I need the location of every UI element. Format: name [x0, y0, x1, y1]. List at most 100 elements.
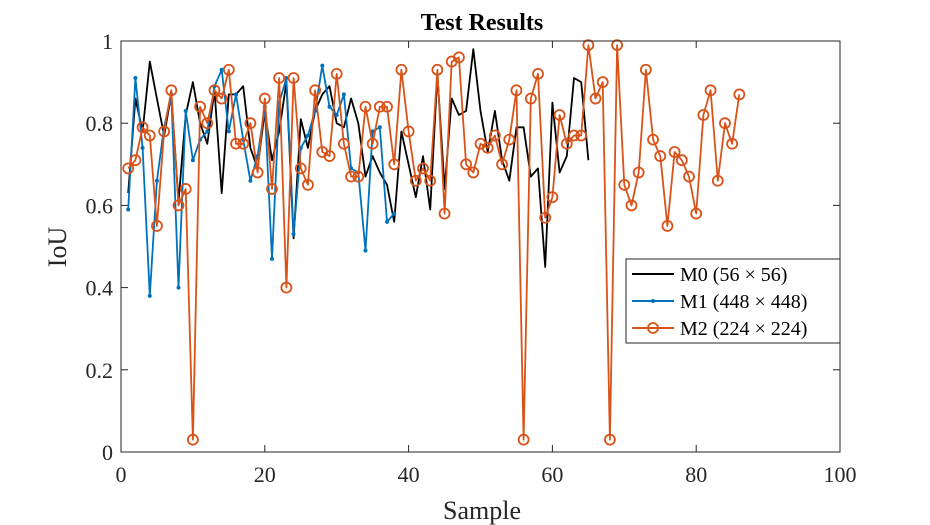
x-tick-label: 20: [254, 462, 276, 487]
data-point: [632, 166, 645, 179]
x-axis-label: Sample: [443, 496, 521, 525]
data-point: [373, 100, 386, 113]
data-point: [417, 162, 429, 175]
legend-marker-m2: [647, 322, 659, 334]
data-point: [269, 256, 274, 261]
legend: M0 (56 × 56) M1 (448 × 448) M2 (224 × 22…: [625, 258, 841, 344]
data-point: [143, 129, 156, 142]
data-point: [309, 84, 322, 97]
data-point: [140, 145, 145, 150]
legend-label-m0: M0 (56 × 56): [680, 264, 787, 286]
data-point: [280, 281, 293, 294]
data-point: [126, 207, 131, 212]
chart-title: Test Results: [421, 10, 543, 36]
data-point: [625, 199, 638, 212]
x-tick-label: 80: [685, 462, 707, 487]
data-point: [176, 285, 181, 290]
data-point: [341, 92, 346, 97]
data-point: [226, 129, 231, 134]
data-point: [719, 117, 731, 130]
data-point: [154, 178, 159, 183]
data-point: [392, 211, 397, 216]
data-point: [194, 100, 206, 113]
y-axis-label: IoU: [43, 227, 72, 268]
x-tick-label: 60: [541, 462, 563, 487]
data-point: [524, 92, 537, 105]
data-point: [726, 137, 739, 150]
axes-box: [120, 40, 841, 453]
data-point: [147, 293, 152, 298]
data-point: [481, 141, 494, 154]
data-point: [596, 76, 609, 88]
data-point: [467, 166, 480, 179]
data-point: [190, 158, 195, 163]
data-point: [359, 100, 372, 113]
y-tick-label: 0: [102, 440, 113, 465]
data-point: [291, 232, 296, 237]
data-point: [237, 137, 250, 150]
data-point: [532, 67, 544, 80]
data-point: [510, 84, 523, 97]
data-point: [402, 125, 415, 138]
axes-frame: [120, 40, 841, 453]
data-point: [704, 84, 717, 97]
data-point: [172, 199, 185, 212]
data-point: [208, 84, 221, 97]
data-point: [388, 158, 401, 171]
data-point: [230, 137, 242, 150]
series-0: [127, 48, 590, 268]
data-point: [460, 158, 473, 171]
data-point: [215, 92, 228, 105]
data-point: [611, 39, 624, 52]
data-point: [219, 67, 224, 72]
data-point: [234, 92, 239, 97]
data-point: [186, 433, 199, 446]
y-tick-label: 1: [102, 29, 113, 54]
data-point: [409, 174, 422, 187]
x-tick-label: 100: [824, 462, 857, 487]
data-point: [568, 129, 580, 142]
data-point: [266, 183, 278, 195]
data-point: [222, 63, 235, 76]
data-point: [733, 88, 746, 101]
data-point: [517, 433, 530, 446]
data-point: [560, 137, 573, 150]
data-point: [201, 117, 214, 130]
x-tick-label: 0: [116, 462, 127, 487]
legend-entry-m2: M2 (224 × 224): [632, 318, 807, 340]
data-point: [323, 150, 336, 162]
data-point: [690, 207, 703, 220]
data-point: [582, 39, 595, 52]
data-point: [589, 92, 602, 105]
data-point: [370, 129, 375, 134]
data-point: [431, 63, 444, 76]
series-line-0: [127, 48, 590, 268]
data-point: [711, 174, 724, 187]
y-tick-label: 0.6: [86, 193, 114, 218]
data-point: [553, 109, 566, 121]
data-point: [320, 63, 325, 68]
data-point: [546, 191, 559, 204]
y-tick-label: 0.8: [86, 111, 114, 136]
data-point: [179, 183, 192, 195]
data-point: [697, 109, 710, 121]
data-point: [258, 92, 271, 105]
data-point: [488, 129, 501, 142]
data-point: [334, 112, 339, 117]
data-point: [273, 72, 286, 84]
data-point: [183, 108, 188, 113]
data-point: [330, 67, 343, 80]
data-point: [618, 178, 631, 191]
data-point: [647, 133, 659, 146]
legend-label-m2: M2 (224 × 224): [680, 318, 807, 340]
legend-marker-m1: [651, 299, 655, 303]
data-point: [377, 125, 382, 130]
data-point: [302, 178, 314, 191]
data-point: [305, 133, 310, 138]
data-point: [639, 63, 652, 76]
data-point: [424, 174, 437, 187]
data-point: [539, 211, 552, 224]
x-tick-label: 40: [398, 462, 420, 487]
data-point: [287, 72, 300, 84]
data-point: [251, 166, 264, 179]
